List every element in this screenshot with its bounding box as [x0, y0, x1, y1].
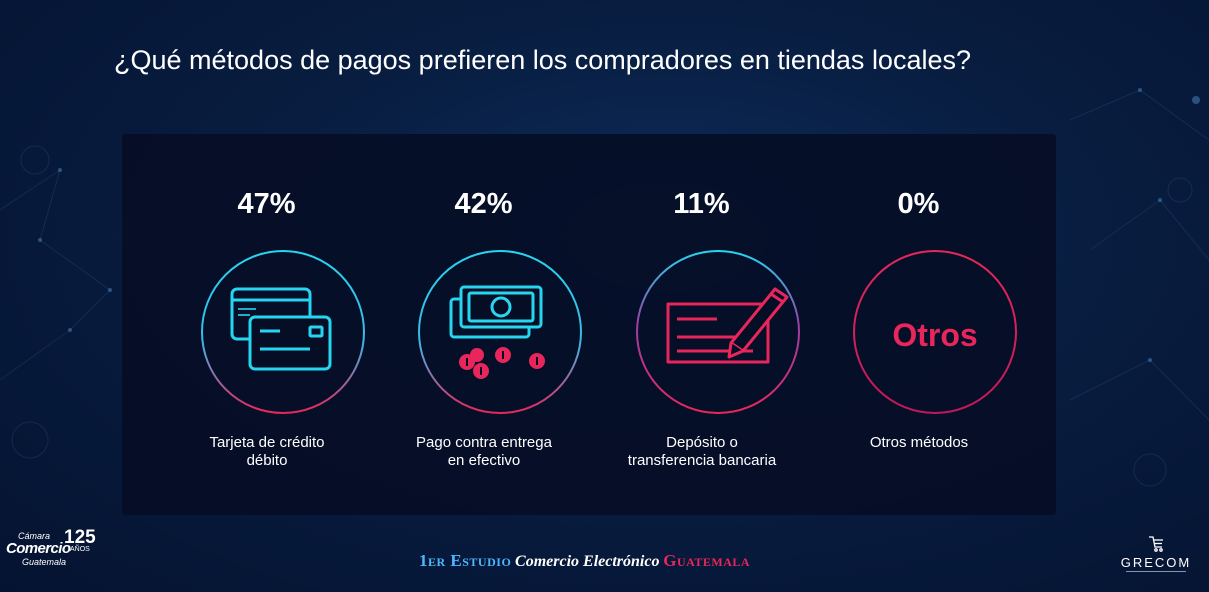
stat-label: Otros métodos [784, 434, 1054, 452]
stat-percent: 47% [237, 188, 296, 220]
otros-icon: Otros [853, 250, 1017, 414]
stat-percent: 11% [673, 188, 730, 220]
grecom-logo: GRECOM [1118, 534, 1194, 576]
check-pen-icon [636, 250, 800, 414]
footer-part1: 1er Estudio [419, 551, 512, 570]
camara-comercio-logo: Cámara Comercio Guatemala 125 AÑOS [4, 528, 100, 576]
stat-percent: 42% [454, 188, 513, 220]
otros-icon-text: Otros [892, 317, 977, 353]
stat-label-line1: Pago contra entrega [416, 434, 552, 451]
camara-logo-line2: Comercio [6, 540, 71, 557]
stat-label-line1: Otros métodos [869, 434, 969, 451]
credit-cards-icon [201, 250, 365, 414]
grecom-logo-text: GRECOM [1120, 555, 1192, 570]
stat-label-line2: transferencia bancaria [627, 452, 777, 469]
stat-label-line1: Depósito o [666, 434, 738, 451]
cash-coins-icon [418, 250, 582, 414]
camara-logo-line1: Cámara [18, 531, 51, 541]
stat-label: Tarjeta de crédito débito [132, 434, 402, 470]
stat-label-line2: débito [246, 452, 288, 469]
page-title: ¿Qué métodos de pagos prefieren los comp… [114, 45, 971, 75]
stat-label-line2: en efectivo [447, 452, 521, 469]
stats-panel: 47% Tar [122, 134, 1056, 515]
stat-label: Depósito o transferencia bancaria [567, 434, 837, 470]
stat-label-line1: Tarjeta de crédito [209, 434, 325, 451]
footer-study-title: 1er Estudio Comercio Electrónico Guatema… [419, 548, 779, 574]
camara-logo-number: 125 [64, 527, 96, 548]
footer-part3: Guatemala [663, 551, 751, 570]
stat-label: Pago contra entrega en efectivo [349, 434, 619, 470]
grecom-logo-underline [1126, 571, 1186, 572]
camara-logo-years: AÑOS [70, 546, 90, 553]
stat-percent: 0% [897, 188, 940, 220]
cart-icon [1149, 536, 1163, 552]
camara-logo-line3: Guatemala [22, 557, 67, 567]
footer-part2: Comercio Electrónico [515, 553, 660, 570]
